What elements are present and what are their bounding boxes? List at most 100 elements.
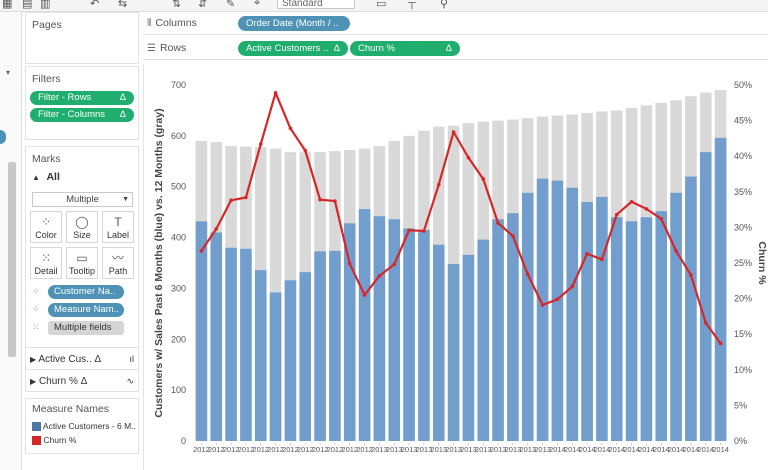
y-tick-label: 100	[171, 385, 186, 395]
x-tick-label: 2012	[223, 445, 240, 454]
filter-rows-pill[interactable]: Filter - Rows Δ	[30, 91, 134, 105]
sort-desc-icon[interactable]: ⇵	[198, 0, 208, 10]
swap-icon[interactable]: ⇆	[118, 0, 128, 10]
grid-icon[interactable]: ▦	[2, 0, 13, 10]
churn-point	[303, 148, 308, 153]
pin-icon[interactable]: ⌖	[254, 0, 261, 9]
marks-all-card[interactable]: ▲ All	[32, 171, 60, 183]
churn-point	[644, 207, 649, 211]
share-icon[interactable]: ⚲	[440, 0, 449, 10]
size-button[interactable]: ◯ Size	[66, 211, 98, 243]
fit-dropdown[interactable]: Standard	[277, 0, 355, 9]
bar-6-months	[492, 219, 504, 441]
y-tick-label: 600	[171, 131, 186, 141]
churn-point	[703, 321, 708, 325]
label-icon[interactable]: ┬	[408, 0, 416, 9]
churn-point	[511, 234, 515, 238]
columns-shelf[interactable]: ⦀ Columns Order Date (Month / ..	[143, 13, 768, 35]
x-tick-label: 2013	[445, 445, 462, 454]
x-tick-label: 2013	[505, 445, 522, 454]
y-tick-label: 700	[171, 80, 186, 90]
combo-chart[interactable]: 0 100 200 300 400 500 600 700 0% 5% 10% 15% 20% 25% 30…	[144, 64, 768, 470]
churn-point	[614, 212, 619, 217]
marks-card-label: Churn %	[38, 376, 78, 387]
y-tick-label: 0	[181, 436, 186, 446]
present-icon[interactable]: ▭	[376, 0, 387, 10]
x-tick-label: 2013	[386, 445, 403, 454]
dimension-pill-stub[interactable]	[0, 130, 6, 144]
churn-pill[interactable]: Churn % Δ	[350, 41, 460, 56]
churn-point	[288, 126, 293, 131]
highlight-icon[interactable]: ✎	[226, 0, 236, 10]
field-pill[interactable]: Multiple fields	[48, 321, 124, 335]
undo-icon[interactable]: ↶	[90, 0, 100, 10]
sort-asc-icon[interactable]: ⇅	[172, 0, 182, 10]
x-tick-label: 2012	[238, 445, 255, 454]
churn-point	[600, 257, 604, 262]
marks-card-churn[interactable]: ▶ Churn % Δ ∿	[26, 369, 138, 391]
scrollbar[interactable]	[8, 162, 16, 357]
bar-6-months	[284, 280, 297, 441]
bar-6-months	[625, 221, 638, 441]
marks-card-active[interactable]: ▶ Active Cus.. Δ ıl	[26, 347, 138, 369]
y2-tick-label: 35%	[734, 187, 752, 197]
order-date-pill[interactable]: Order Date (Month / ..	[238, 16, 350, 31]
detail-button[interactable]: ⁙ Detail	[30, 247, 62, 279]
churn-point	[214, 227, 219, 231]
filters-panel: Filters Filter - Rows Δ Filter - Columns…	[25, 66, 139, 140]
x-tick-label: 2012	[282, 445, 299, 454]
marks-field-row[interactable]: ⁙ Multiple fields	[32, 321, 124, 335]
x-tick-label: 2013	[490, 445, 507, 454]
rows-shelf[interactable]: ☰ Rows Active Customers .. Δ Churn % Δ	[143, 38, 768, 60]
label-label: Label	[106, 230, 130, 240]
path-button[interactable]: 〰 Path	[102, 247, 134, 279]
bar-6-months	[195, 221, 208, 441]
pages-title: Pages	[32, 19, 62, 31]
chevron-right-icon: ▶	[30, 355, 37, 364]
bar-6-months	[551, 180, 564, 441]
rows-shelf-label: ☰ Rows	[147, 42, 186, 54]
path-label: Path	[108, 266, 128, 276]
legend-item[interactable]: Churn %	[26, 433, 138, 447]
data-icon[interactable]: ▥	[40, 0, 51, 10]
x-tick-label: 2012	[356, 445, 373, 454]
pill-label: Active Customers ..	[246, 43, 329, 54]
bar-6-months	[714, 137, 727, 441]
color-button[interactable]: ⁘ Color	[30, 211, 62, 243]
toolbar: ▦ ▤ ▥ ↶ ⇆ ⇅ ⇵ ✎ ⌖ Standard ▭ ┬ ⚲	[0, 0, 768, 12]
chart-icon[interactable]: ▤	[22, 0, 33, 10]
marks-field-row[interactable]: ⁘ Customer Na..	[32, 285, 124, 299]
bar-6-months	[536, 178, 549, 441]
size-label: Size	[73, 230, 91, 240]
bar-6-months	[655, 211, 668, 441]
detail-dots-icon: ⁙	[32, 322, 40, 332]
marks-all-label: All	[46, 171, 60, 183]
y-tick-label: 200	[171, 334, 186, 344]
mark-type-select[interactable]: Multiple ▼	[32, 192, 133, 207]
chevron-down-icon[interactable]: ▾	[6, 68, 11, 77]
chart-view[interactable]: 0 100 200 300 400 500 600 700 0% 5% 10% 15% 20% 25% 30…	[143, 64, 768, 470]
churn-point	[674, 249, 678, 253]
tooltip-button[interactable]: ▭ Tooltip	[66, 247, 98, 279]
x-tick-label: 2013	[475, 445, 492, 454]
churn-point	[659, 217, 664, 221]
label-button[interactable]: T Label	[102, 211, 134, 243]
filter-columns-pill[interactable]: Filter - Columns Δ	[30, 108, 134, 122]
y2-tick-label: 50%	[734, 80, 752, 90]
active-customers-pill[interactable]: Active Customers .. Δ	[238, 41, 348, 56]
y2-tick-label: 45%	[734, 116, 752, 126]
legend-item[interactable]: Active Customers - 6 M..	[26, 419, 138, 433]
bar-6-months	[521, 192, 534, 441]
churn-point	[377, 274, 382, 278]
x-tick-label: 2013	[401, 445, 418, 454]
field-pill[interactable]: Measure Nam..	[48, 303, 124, 317]
bar-6-months	[566, 187, 579, 441]
churn-point	[229, 198, 233, 203]
x-tick-label: 2014	[623, 445, 640, 454]
field-pill[interactable]: Customer Na..	[48, 285, 124, 299]
data-pane-collapsed: ▾	[0, 12, 22, 470]
marks-field-row[interactable]: ⁘ Measure Nam..	[32, 303, 124, 317]
y2-tick-label: 25%	[734, 258, 752, 268]
churn-point	[392, 262, 397, 267]
